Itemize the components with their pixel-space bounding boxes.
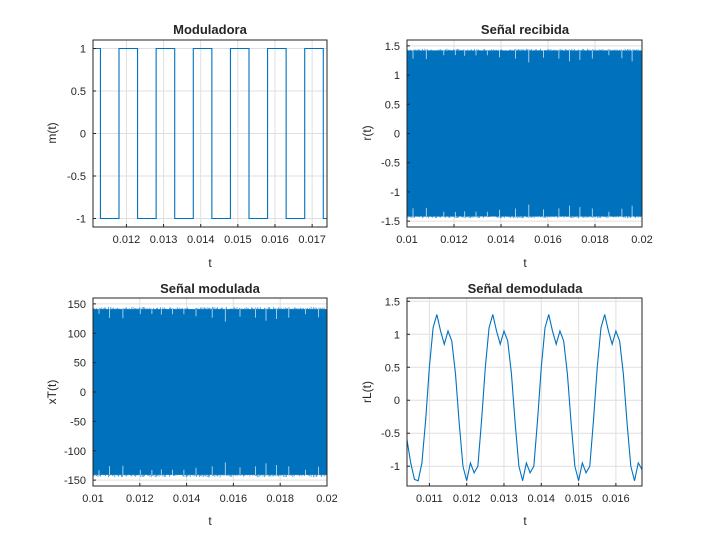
y-tick-label: -0.5 xyxy=(381,428,400,440)
subplot-title: Señal demodulada xyxy=(468,281,584,296)
x-axis-label: t xyxy=(523,256,527,270)
y-tick-label: 1.5 xyxy=(385,296,400,308)
x-tick-label: 0.014 xyxy=(173,493,201,505)
x-tick-label: 0.017 xyxy=(298,234,326,246)
x-tick-label: 0.013 xyxy=(490,493,518,505)
y-tick-label: 0 xyxy=(80,129,86,141)
y-axis-label: m(t) xyxy=(45,122,59,143)
x-tick-label: 0.018 xyxy=(581,234,609,246)
subplot-senal-modulada: 0.01 0.012 0.014 0.016 0.018 0.02 -150 -100 -50 0… xyxy=(45,281,338,528)
y-tick-label: 50 xyxy=(74,358,86,370)
y-axis-label: r(t) xyxy=(360,125,374,140)
signal-spikes xyxy=(407,48,642,219)
x-tick-label: 0.011 xyxy=(416,493,443,505)
y-tick-label: 1 xyxy=(394,70,400,82)
x-tick-label: 0.015 xyxy=(224,234,252,246)
y-tick-label: 0.5 xyxy=(385,362,400,374)
subplot-senal-recibida: 0.01 0.012 0.014 0.016 0.018 0.02 -1.5 -1 -0.5 0 0… xyxy=(360,22,653,270)
x-tick-label: 0.014 xyxy=(528,493,556,505)
x-axis-label: t xyxy=(208,256,212,270)
x-axis-label: t xyxy=(208,514,212,528)
subplot-title: Señal recibida xyxy=(481,22,570,37)
x-tick-label: 0.02 xyxy=(631,234,652,246)
x-tick-label: 0.016 xyxy=(534,234,562,246)
axes-frame xyxy=(406,297,643,487)
subplot-moduladora: 0.012 0.013 0.014 0.015 0.016 0.017 -1 -0.5 0 0.5… xyxy=(45,22,328,270)
x-tick-label: 0.02 xyxy=(316,493,337,505)
x-tick-label: 0.01 xyxy=(82,493,103,505)
plot-area xyxy=(407,298,642,486)
x-tick-label: 0.015 xyxy=(565,493,593,505)
x-tick-label: 0.012 xyxy=(113,234,141,246)
x-tick-label: 0.012 xyxy=(453,493,481,505)
y-tick-label: -100 xyxy=(64,446,86,458)
y-tick-label: 0 xyxy=(394,395,400,407)
y-tick-label: -1 xyxy=(76,214,86,226)
subplot-title: Moduladora xyxy=(173,22,247,37)
subplot-senal-demodulada: 0.011 0.012 0.013 0.014 0.015 0.016 -1 -0.5 0 0.5… xyxy=(360,281,643,528)
y-tick-label: 0.5 xyxy=(71,86,86,98)
y-tick-label: 150 xyxy=(68,299,86,311)
y-tick-label: -50 xyxy=(70,416,86,428)
signal-dips xyxy=(98,309,319,475)
x-tick-label: 0.016 xyxy=(261,234,289,246)
x-tick-label: 0.012 xyxy=(440,234,468,246)
signal-dips xyxy=(412,50,633,217)
y-tick-label: 100 xyxy=(68,328,86,340)
y-axis-label: xT(t) xyxy=(45,380,59,405)
y-tick-label: 1 xyxy=(394,329,400,341)
x-tick-label: 0.013 xyxy=(150,234,178,246)
y-tick-label: -1 xyxy=(390,187,400,199)
y-tick-label: -0.5 xyxy=(67,171,86,183)
x-tick-label: 0.012 xyxy=(126,493,154,505)
series-line xyxy=(93,47,327,220)
y-tick-label: -1 xyxy=(390,461,400,473)
x-axis-label: t xyxy=(523,514,527,528)
series-line xyxy=(407,314,642,482)
x-tick-label: 0.016 xyxy=(220,493,248,505)
y-tick-label: -150 xyxy=(64,475,86,487)
y-tick-label: -0.5 xyxy=(381,158,400,170)
y-tick-label: 0.5 xyxy=(385,99,400,111)
x-tick-label: 0.018 xyxy=(266,493,294,505)
y-tick-label: 1 xyxy=(80,44,86,56)
subplot-title: Señal modulada xyxy=(160,281,260,296)
y-tick-label: -1.5 xyxy=(381,216,400,228)
x-tick-label: 0.014 xyxy=(487,234,515,246)
x-tick-label: 0.01 xyxy=(396,234,417,246)
y-axis-label: rL(t) xyxy=(360,381,374,403)
x-tick-label: 0.014 xyxy=(187,234,215,246)
y-tick-label: 0 xyxy=(394,129,400,141)
y-tick-label: 1.5 xyxy=(385,41,400,53)
y-tick-label: 0 xyxy=(80,387,86,399)
x-tick-label: 0.016 xyxy=(602,493,630,505)
